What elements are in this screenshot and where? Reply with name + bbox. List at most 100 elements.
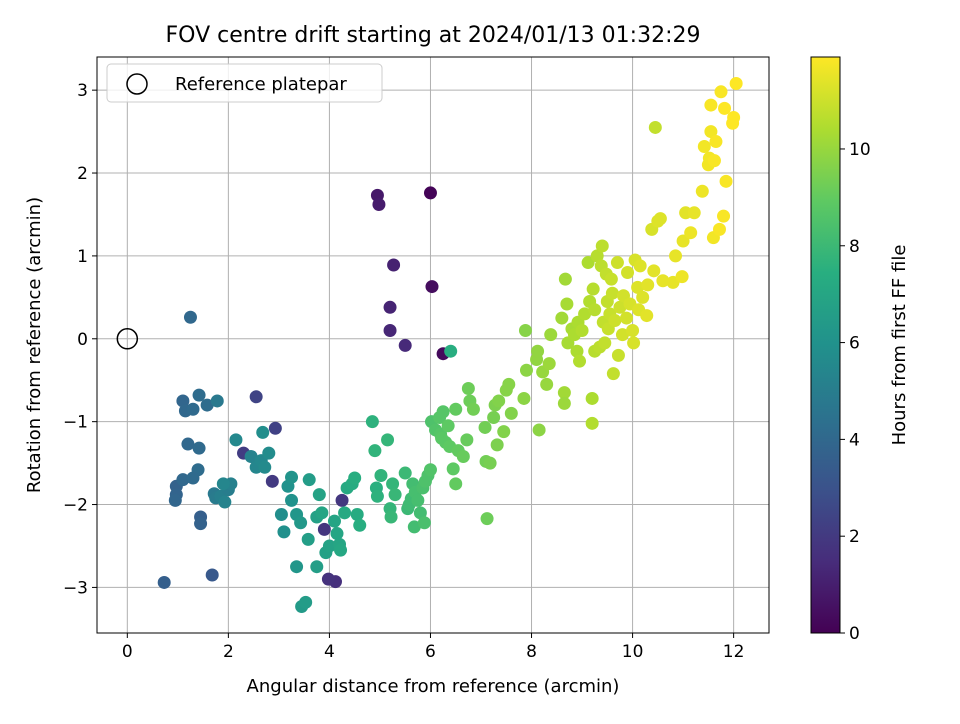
data-point [676, 234, 690, 248]
colorbar-label: Hours from first FF file [889, 245, 910, 446]
data-point [449, 402, 463, 416]
colorbar-tick-label: 8 [849, 237, 860, 257]
legend: Reference platepar [106, 63, 383, 103]
data-point [610, 256, 624, 270]
data-point [626, 323, 640, 337]
data-point [299, 595, 313, 609]
data-point [531, 344, 545, 358]
x-tick-label: 4 [324, 642, 335, 662]
data-point [268, 421, 282, 435]
data-point [327, 514, 341, 528]
colorbar-tick-label: 2 [849, 527, 860, 547]
data-point [647, 264, 661, 278]
data-point [532, 423, 546, 437]
data-point [615, 328, 629, 342]
data-point [310, 560, 324, 574]
data-point [461, 382, 475, 396]
data-point [518, 323, 532, 337]
legend-entry-label: Reference platepar [175, 74, 347, 95]
data-point [613, 300, 627, 314]
data-point [181, 437, 195, 451]
data-point [417, 516, 431, 530]
data-point [718, 101, 732, 115]
data-point [317, 522, 331, 536]
data-point [456, 449, 470, 463]
data-point [605, 286, 619, 300]
data-point [695, 184, 709, 198]
data-point [714, 85, 728, 99]
data-point [460, 433, 474, 447]
colorbar-tick-label: 6 [849, 334, 860, 354]
data-point [697, 140, 711, 154]
y-tick-label: 1 [77, 247, 88, 267]
grid-lines [97, 57, 769, 633]
data-point [540, 377, 554, 391]
data-point [578, 307, 592, 321]
data-point [398, 338, 412, 352]
data-point [487, 411, 501, 425]
data-point [444, 344, 458, 358]
data-point [709, 135, 723, 149]
data-point [321, 572, 335, 586]
data-point [675, 270, 689, 284]
data-point [640, 309, 654, 323]
data-point [480, 512, 494, 526]
data-point [168, 493, 182, 507]
data-point [588, 303, 602, 317]
y-tick-label: −3 [63, 578, 88, 598]
data-point [330, 527, 344, 541]
data-point [707, 154, 721, 168]
x-tick-label: 6 [425, 642, 436, 662]
data-point [194, 517, 208, 531]
x-axis-label: Angular distance from reference (arcmin) [247, 676, 620, 697]
data-point [570, 344, 584, 358]
data-point [249, 390, 263, 404]
data-point [478, 420, 492, 434]
y-axis-label: Rotation from reference (arcmin) [24, 197, 45, 493]
data-point [441, 419, 455, 433]
colorbar-ticks: 0 2 4 6 8 10 [840, 140, 871, 644]
data-point [398, 466, 412, 480]
data-points [157, 77, 743, 613]
colorbar-tick-label: 4 [849, 430, 860, 450]
data-point [466, 402, 480, 416]
data-point [192, 388, 206, 402]
data-point [590, 249, 604, 263]
data-point [413, 506, 427, 520]
data-point [350, 507, 364, 521]
data-point [423, 463, 437, 477]
data-point [301, 532, 315, 546]
data-point [497, 425, 511, 439]
colorbar-gradient [810, 56, 841, 634]
data-point [621, 265, 635, 279]
data-point [560, 297, 574, 311]
data-point [322, 539, 336, 553]
data-point [383, 323, 397, 337]
data-point [575, 323, 589, 337]
data-point [611, 348, 625, 362]
data-point [365, 415, 379, 429]
data-point [585, 416, 599, 430]
legend-box [106, 63, 383, 103]
data-point [542, 357, 556, 371]
data-point [290, 560, 304, 574]
data-point [386, 477, 400, 491]
data-point [704, 125, 718, 139]
data-point [229, 433, 243, 447]
data-point [312, 488, 326, 502]
data-point [558, 272, 572, 286]
data-point [411, 493, 425, 507]
data-point [712, 222, 726, 236]
data-point [387, 258, 401, 272]
data-point [656, 274, 670, 288]
data-point [557, 396, 571, 410]
data-point [348, 471, 362, 485]
data-point [490, 438, 504, 452]
data-point [684, 226, 698, 240]
data-point [302, 473, 316, 487]
colorbar: 0 2 4 6 8 10 Hours from first FF file [810, 56, 910, 644]
data-point [557, 386, 571, 400]
legend-marker-circle-icon [126, 73, 148, 95]
data-point [653, 212, 667, 226]
data-point [388, 488, 402, 502]
